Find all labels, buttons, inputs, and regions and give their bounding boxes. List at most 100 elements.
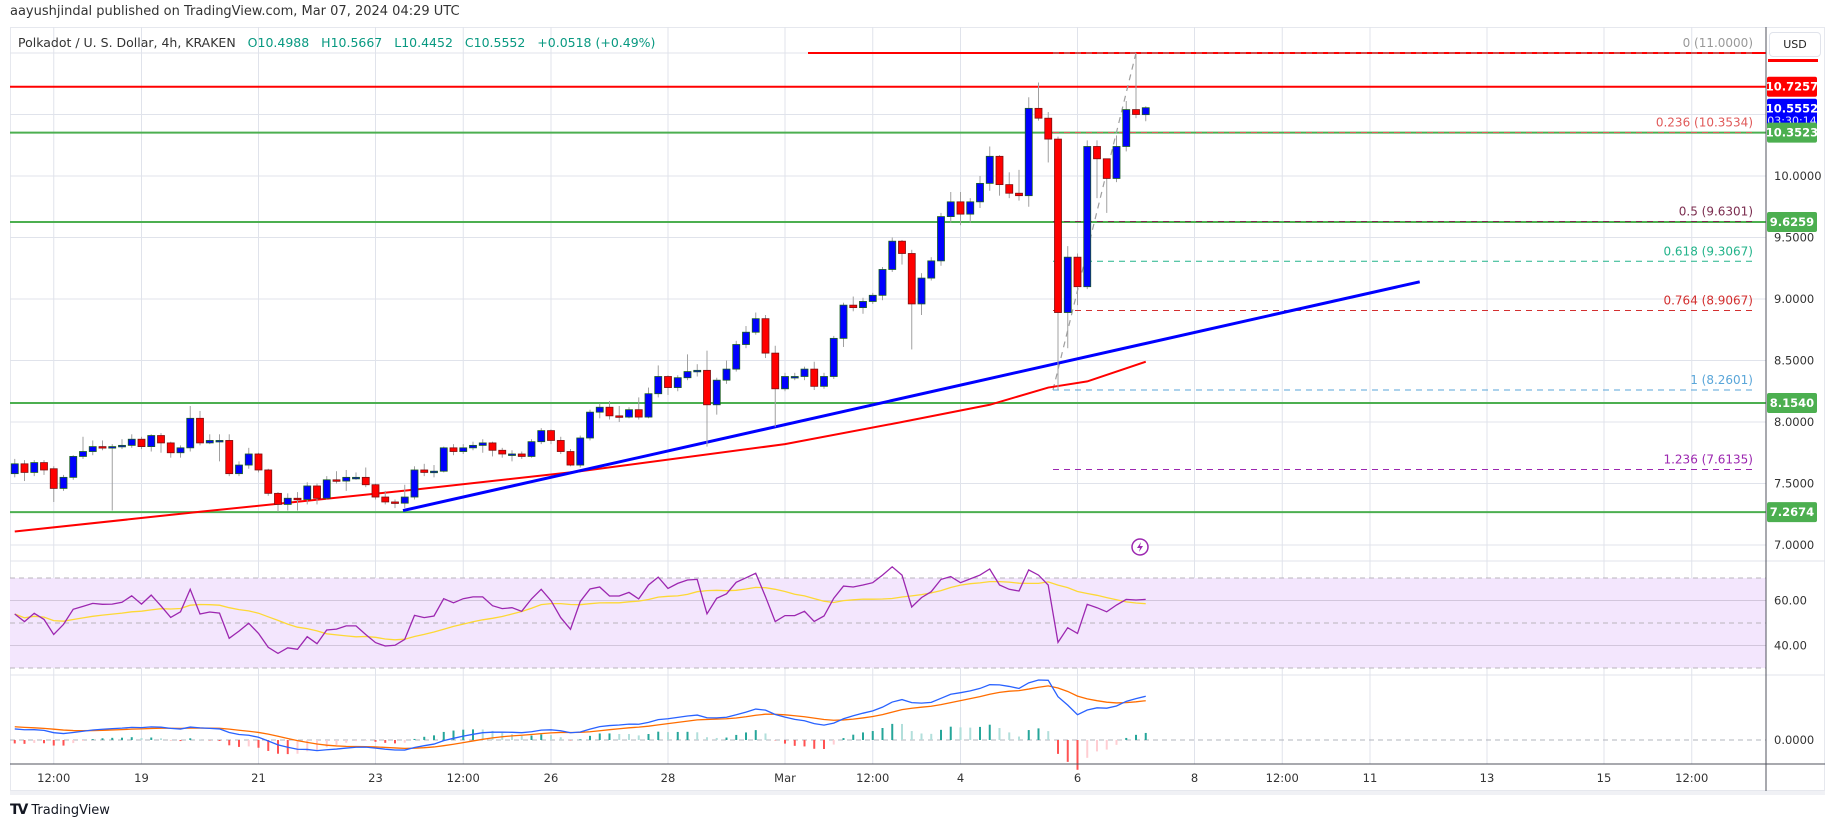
candle-body <box>781 376 789 390</box>
candle <box>722 360 731 384</box>
candle-body <box>849 304 858 309</box>
candle <box>10 458 19 478</box>
candle-body <box>381 496 390 503</box>
candle-body <box>469 444 477 449</box>
macd-signal-line <box>14 685 1146 749</box>
published-by-text: aayushjindal published on TradingView.co… <box>10 4 460 19</box>
candle <box>439 446 448 473</box>
candle <box>391 499 399 509</box>
price-tick-label: 7.5000 <box>1774 477 1814 491</box>
candle <box>1034 82 1043 121</box>
candle <box>108 444 117 511</box>
currency-button[interactable]: USD <box>1769 32 1821 57</box>
candle-body <box>254 453 263 471</box>
rsi-pane <box>10 560 1825 669</box>
candle <box>761 314 770 359</box>
candle <box>683 354 692 381</box>
candle <box>459 444 468 454</box>
rsi-tick-label: 40.00 <box>1774 639 1807 653</box>
price-label-value: 10.5552 <box>1766 102 1818 116</box>
candle <box>88 440 97 456</box>
candle <box>186 406 195 452</box>
candle-body <box>1093 146 1101 160</box>
candle <box>595 403 604 419</box>
candle-body <box>976 182 984 203</box>
candle <box>634 397 643 420</box>
time-tick-label: 12:00 <box>1266 771 1299 785</box>
candle <box>342 469 351 491</box>
candle <box>566 449 575 467</box>
candle <box>49 466 58 502</box>
candle <box>586 409 594 441</box>
candle <box>69 455 78 480</box>
fib-level-label: 1 (8.2601) <box>1690 373 1753 387</box>
price-label-value: 10.3523 <box>1766 126 1818 140</box>
candle-body <box>40 462 48 471</box>
price-tick-label: 8.5000 <box>1774 354 1814 368</box>
fib-anchor-line <box>1052 52 1137 391</box>
candle <box>127 434 136 448</box>
candle <box>147 434 156 452</box>
ohlc-change: +0.0518 (+0.49%) <box>537 35 656 50</box>
candle-body <box>400 496 409 504</box>
rsi-line <box>14 565 1146 655</box>
price-label-box <box>1767 212 1817 233</box>
price-tick-label: 7.0000 <box>1774 538 1814 552</box>
fib-level-label: 0 (11.0000) <box>1683 36 1753 50</box>
candle-body <box>1024 107 1033 197</box>
candle-body <box>10 463 19 475</box>
candle-body <box>859 301 867 309</box>
candle-body <box>615 415 624 418</box>
time-tick-label: Mar <box>774 771 796 785</box>
candle-body <box>352 476 360 480</box>
candle-body <box>49 468 58 489</box>
candle <box>771 345 780 427</box>
candle-body <box>576 437 585 466</box>
candle-body <box>30 462 39 473</box>
candle <box>917 273 926 315</box>
candle-body <box>703 369 711 406</box>
candle <box>800 366 809 381</box>
candle-body <box>274 492 282 505</box>
candle <box>907 249 916 350</box>
candle <box>488 441 497 457</box>
candle <box>98 440 107 451</box>
macd-pane <box>10 674 1825 770</box>
candle-body <box>634 409 643 418</box>
candle <box>1073 253 1082 306</box>
candle <box>985 146 994 191</box>
candle-body <box>215 440 224 443</box>
symbol-legend: Polkadot / U. S. Dollar, 4h, KRAKEN O10.… <box>18 35 655 50</box>
price-tick-label: 9.5000 <box>1774 231 1814 245</box>
candle <box>59 474 68 491</box>
fibonacci-retracement: 0 (11.0000) 0.236 (10.3534) 0.5 (9.6301) 0.… <box>1052 36 1755 471</box>
candle-body <box>605 406 614 417</box>
candle-body <box>283 497 292 505</box>
candle-body <box>293 497 302 501</box>
tradingview-logo[interactable]: TV TradingView <box>10 802 110 818</box>
axes: 10.0000 9.5000 9.0000 8.5000 8.0000 7.5000 7.0… <box>10 27 1825 795</box>
candle-body <box>186 417 195 449</box>
price-label-box <box>1767 76 1817 97</box>
lightning-icon[interactable] <box>1131 538 1149 556</box>
price-label-value: 10.7257 <box>1766 80 1818 94</box>
candle <box>264 468 273 496</box>
candle <box>556 436 565 454</box>
candle <box>478 439 487 453</box>
candle-body <box>800 368 809 377</box>
candle <box>839 302 848 347</box>
candle <box>1132 53 1140 119</box>
candle <box>790 372 799 381</box>
candle <box>732 340 741 372</box>
candle <box>849 296 858 312</box>
candle-body <box>683 371 692 379</box>
candle-body <box>98 446 107 449</box>
candle-body <box>761 318 770 354</box>
candle <box>449 444 458 456</box>
candle-body <box>508 453 516 456</box>
time-tick-label: 12:00 <box>37 771 70 785</box>
fib-level-label: 0.236 (10.3534) <box>1656 116 1753 130</box>
candle <box>254 452 263 473</box>
candle <box>352 472 360 480</box>
